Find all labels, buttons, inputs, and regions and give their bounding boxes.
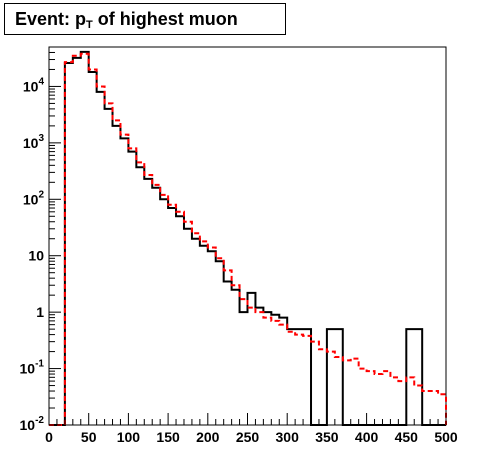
x-tick-label: 350 <box>315 429 339 445</box>
chart-title: Event: pT of highest muon <box>15 9 238 31</box>
x-tick-label: 450 <box>395 429 419 445</box>
x-tick-label: 50 <box>81 429 97 445</box>
chart-title-subscript: T <box>86 19 93 31</box>
x-tick-label: 200 <box>196 429 220 445</box>
chart-title-box: Event: pT of highest muon <box>4 3 286 35</box>
x-axis: 0 50 100 150 200 250 300 350 400 450 500 <box>45 413 458 445</box>
x-tick-label: 100 <box>117 429 141 445</box>
y-tick-exponent: 4 <box>38 76 44 87</box>
y-tick-base: 10 <box>23 78 39 94</box>
histogram-series-1 <box>49 52 447 426</box>
y-tick-label: 104 <box>23 76 45 94</box>
y-tick-label: 1 <box>36 304 44 320</box>
y-tick-label: 10 <box>28 248 44 264</box>
histogram-series-group <box>49 50 447 426</box>
y-tick-exponent: 2 <box>38 189 44 200</box>
chart-title-suffix: of highest muon <box>92 9 238 29</box>
y-tick-base: 10 <box>28 248 44 264</box>
y-tick-base: 1 <box>36 304 44 320</box>
y-tick-base: 10 <box>20 417 36 433</box>
x-tick-label: 250 <box>236 429 260 445</box>
y-tick-exponent: -2 <box>35 415 44 426</box>
x-tick-label: 500 <box>434 429 458 445</box>
x-tick-label: 0 <box>45 429 53 445</box>
chart-title-prefix: Event: p <box>15 9 87 29</box>
x-tick-label: 300 <box>276 429 300 445</box>
histogram-series-0 <box>49 50 446 426</box>
x-tick-label: 150 <box>156 429 180 445</box>
y-tick-exponent: -1 <box>35 359 44 370</box>
y-tick-label: 10-2 <box>20 415 45 433</box>
y-tick-exponent: 3 <box>38 133 44 144</box>
y-tick-label: 10-1 <box>20 359 45 377</box>
y-tick-base: 10 <box>20 361 36 377</box>
y-tick-base: 10 <box>23 191 39 207</box>
x-tick-label: 400 <box>355 429 379 445</box>
y-tick-label: 102 <box>23 189 45 207</box>
y-tick-base: 10 <box>23 135 39 151</box>
y-tick-label: 103 <box>23 133 45 151</box>
